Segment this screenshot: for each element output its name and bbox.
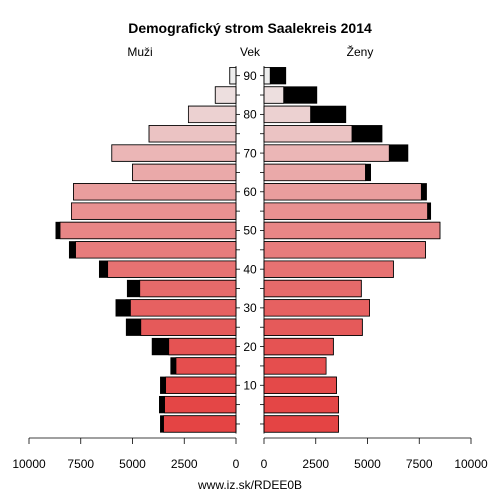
bar-male-base-80-84 — [187, 105, 237, 124]
bar-female-base-5-9 — [263, 395, 339, 414]
x-tick-label-left: 7500 — [67, 457, 94, 471]
chart-title: Demografický strom Saalekreis 2014 — [128, 20, 372, 36]
bar-female-base-75-79 — [263, 125, 353, 143]
bar-male-base-60-64 — [73, 183, 237, 201]
bar-female-base-65-69 — [263, 163, 366, 182]
age-tick-label: 10 — [243, 378, 257, 392]
bar-female-base-35-39 — [263, 279, 362, 298]
x-tick-label-left: 0 — [233, 457, 240, 471]
bar-female-base-55-59 — [263, 202, 428, 220]
bar-male-base-90+ — [229, 67, 237, 85]
age-tick-label: 20 — [243, 340, 257, 354]
bar-female-base-60-64 — [263, 183, 422, 201]
bar-female-base-40-44 — [263, 260, 394, 278]
bar-female-base-30-34 — [263, 299, 370, 317]
bar-female-base-0-4 — [263, 415, 339, 433]
bar-female-base-90+ — [263, 67, 271, 85]
age-tick-label: 80 — [243, 108, 257, 122]
bars-group — [55, 67, 441, 433]
x-tick-label-right: 10000 — [454, 457, 488, 471]
bar-male-base-35-39 — [139, 279, 237, 298]
female-label: Ženy — [347, 44, 374, 59]
bar-female-base-10-14 — [263, 376, 337, 394]
bar-female-base-20-24 — [263, 337, 334, 356]
age-tick-label: 30 — [243, 301, 257, 315]
x-tick-label-left: 5000 — [119, 457, 146, 471]
bar-female-base-70-74 — [263, 144, 390, 162]
male-label: Muži — [127, 45, 152, 59]
bar-female-base-50-54 — [263, 221, 441, 240]
bar-male-base-55-59 — [71, 202, 237, 220]
bar-male-base-75-79 — [148, 125, 237, 143]
bar-female-base-45-49 — [263, 241, 426, 259]
bar-male-base-65-69 — [132, 163, 237, 182]
axes-group: 10 20 30 40 50 60 70 80 90 10000 7500 5000 2500 0 0 250… — [12, 66, 488, 471]
bar-male-base-50-54 — [59, 221, 237, 240]
age-tick-label: 70 — [243, 146, 257, 160]
bar-female-base-80-84 — [263, 105, 311, 124]
bar-male-base-40-44 — [107, 260, 237, 278]
x-tick-label-left: 10000 — [12, 457, 46, 471]
bar-male-base-70-74 — [111, 144, 237, 162]
age-tick-label: 90 — [243, 69, 257, 83]
bar-male-base-30-34 — [130, 299, 237, 317]
x-tick-label-right: 5000 — [354, 457, 381, 471]
age-tick-label: 50 — [243, 224, 257, 238]
x-tick-label-left: 2500 — [171, 457, 198, 471]
bar-male-base-5-9 — [164, 395, 237, 414]
x-tick-label-right: 0 — [261, 457, 268, 471]
bar-female-base-15-19 — [263, 357, 327, 375]
bar-male-base-10-14 — [165, 376, 237, 394]
bar-female-base-25-29 — [263, 318, 363, 336]
bar-male-base-0-4 — [163, 415, 237, 433]
bar-female-base-85-89 — [263, 86, 285, 104]
bar-male-base-85-89 — [214, 86, 237, 104]
age-tick-label: 60 — [243, 185, 257, 199]
age-tick-label: 40 — [243, 262, 257, 276]
bar-male-base-20-24 — [168, 337, 237, 356]
source-label: www.iz.sk/RDEE0B — [197, 478, 302, 492]
x-tick-label-right: 7500 — [406, 457, 433, 471]
bar-male-base-25-29 — [140, 318, 237, 336]
bar-male-base-15-19 — [175, 357, 237, 375]
x-tick-label-right: 2500 — [302, 457, 329, 471]
age-axis-label: Vek — [240, 45, 261, 59]
bar-male-base-45-49 — [75, 241, 237, 259]
